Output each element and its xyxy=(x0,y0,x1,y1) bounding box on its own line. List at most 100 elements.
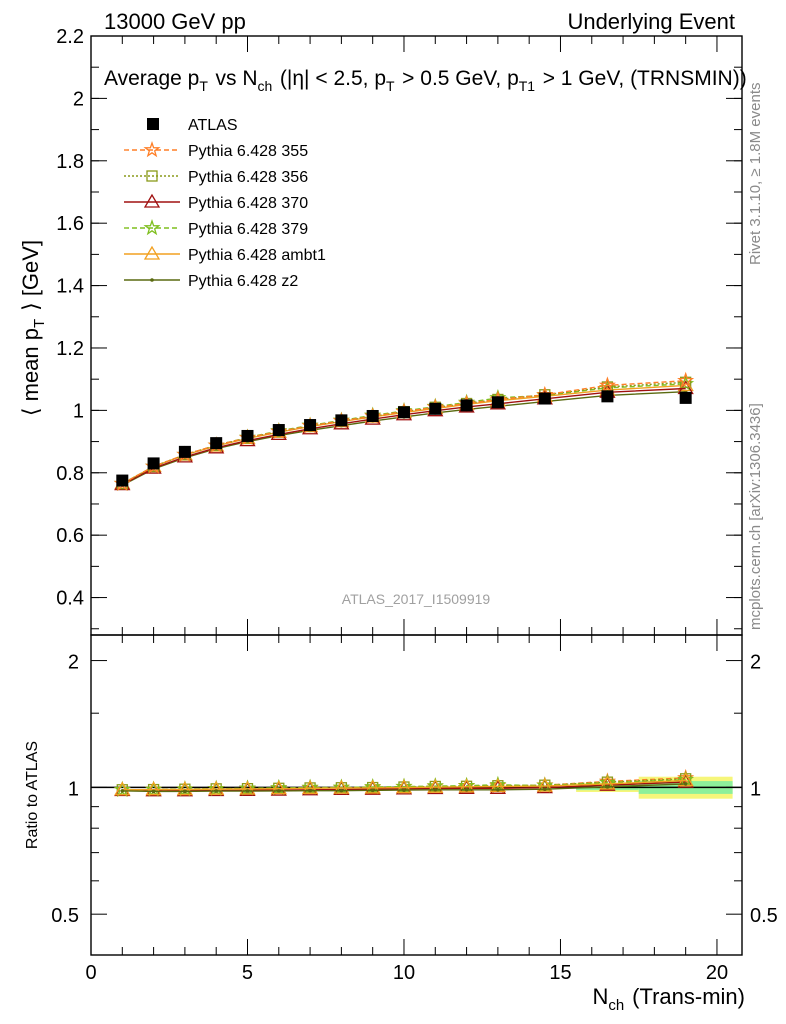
main-atlas-point xyxy=(178,445,191,458)
ratio-pythia-6-428-ambt1-point xyxy=(145,781,162,796)
main-plot-title: Average pT vs Nch (|η| < 2.5, pT > 0.5 G… xyxy=(104,67,747,94)
ratio-y-tick-label: 0.5 xyxy=(51,905,79,927)
legend-pythia-6-428-370-label: Pythia 6.428 370 xyxy=(188,195,308,212)
main-pythia-6-428-370-line xyxy=(121,387,686,486)
main-pythia-6-428-355-point xyxy=(598,376,616,393)
ratio-pythia-6-428-ambt1-point xyxy=(458,778,475,793)
ratio-pythia-6-428-ambt1-point xyxy=(333,779,350,794)
main-pythia-6-428-z2-line xyxy=(121,391,686,486)
main-atlas-point xyxy=(116,474,129,487)
main-y-tick-label: 2 xyxy=(73,88,84,110)
legend-pythia-6-428-370-marker xyxy=(143,193,161,208)
main-atlas-point xyxy=(147,457,160,470)
main-atlas-point xyxy=(335,414,348,427)
legend-pythia-6-428-379-label: Pythia 6.428 379 xyxy=(188,221,308,238)
main-atlas-point xyxy=(679,391,692,404)
ratio-pythia-6-428-ambt1-point xyxy=(536,777,553,792)
ratio-pythia-6-428-z2-point xyxy=(276,789,281,793)
ratio-y-axis-label: Ratio to ATLAS xyxy=(24,741,41,849)
main-atlas-point xyxy=(210,437,223,450)
legend: ATLAS Pythia 6.428 355 Pythia 6.428 356 Pyt… xyxy=(124,117,326,290)
ratio-pythia-6-428-z2-point xyxy=(370,788,375,793)
main-atlas-point xyxy=(366,409,379,422)
main-atlas-point xyxy=(601,390,614,403)
main-y-tick-label: 1.2 xyxy=(56,338,84,360)
legend-pythia-6-428-355-label: Pythia 6.428 355 xyxy=(188,143,308,160)
ratio-y-tick-label: 2 xyxy=(68,652,79,674)
x-tick-label: 5 xyxy=(242,962,253,984)
main-pythia-6-428-355-point xyxy=(677,371,695,389)
main-y-axis-label: ⟨ mean pT ⟩ [GeV] xyxy=(18,240,48,416)
ratio-pythia-6-428-379-line xyxy=(122,779,686,791)
axes-ticks: 0.4 0.6 0.8 1 1.2 1.4 1.6 1.8 2 2.2 0 5 10 15 20 0.5 0.5… xyxy=(51,26,778,984)
x-tick-label: 0 xyxy=(85,962,96,984)
main-y-tick-label: 0.4 xyxy=(56,588,84,610)
legend-pythia-6-428-z2-marker xyxy=(150,278,154,282)
main-atlas-point xyxy=(272,424,285,437)
x-tick-label: 10 xyxy=(393,962,415,984)
ratio-pythia-6-428-ambt1-point xyxy=(239,780,256,795)
ratio-pythia-6-428-z2-line xyxy=(122,783,686,793)
ratio-pythia-6-428-ambt1-point xyxy=(599,775,616,790)
legend-pythia-6-428-355-marker xyxy=(143,140,161,158)
legend-pythia-6-428-356-marker xyxy=(146,170,158,182)
main-atlas-point xyxy=(538,392,551,405)
header-right: Underlying Event xyxy=(567,9,735,34)
main-y-tick-label: 1.6 xyxy=(56,213,84,235)
ratio-pythia-6-428-z2-point xyxy=(245,789,250,793)
ratio-pythia-6-428-ambt1-point xyxy=(114,781,131,796)
legend-atlas-marker xyxy=(147,118,159,130)
main-y-tick-label: 2.2 xyxy=(56,26,84,48)
main-pythia-6-428-ambt1-line xyxy=(121,384,686,485)
legend-atlas-label: ATLAS xyxy=(188,117,238,134)
ratio-pythia-6-428-z2-point xyxy=(402,788,406,792)
ratio-y-tick-label-right: 1 xyxy=(750,778,761,800)
ratio-pythia-6-428-ambt1-line xyxy=(122,779,686,791)
ratio-y-tick-label: 1 xyxy=(68,778,79,800)
ratio-y-tick-label-right: 0.5 xyxy=(750,905,778,927)
ratio-pythia-6-428-ambt1-point xyxy=(176,781,194,796)
analysis-watermark: ATLAS_2017_I1509919 xyxy=(342,591,491,607)
main-pythia-6-428-356-point xyxy=(680,376,692,388)
legend-pythia-6-428-356-label: Pythia 6.428 356 xyxy=(188,169,308,186)
legend-pythia-6-428-ambt1-marker xyxy=(143,245,161,260)
ratio-pythia-6-428-ambt1-point xyxy=(364,779,381,794)
ratio-pythia-6-428-z2-point xyxy=(120,789,125,793)
ratio-pythia-6-428-ambt1-point xyxy=(301,780,319,794)
main-atlas-point xyxy=(304,419,317,432)
main-y-tick-label: 1.4 xyxy=(56,276,84,298)
x-axis-label: Nch (Trans-min) xyxy=(592,984,745,1014)
main-pythia-6-428-379-line xyxy=(121,383,686,485)
ratio-plot-frame xyxy=(90,634,743,956)
main-pythia-6-428-355-line xyxy=(121,380,686,485)
header-left: 13000 GeV pp xyxy=(104,9,246,34)
ratio-pythia-6-428-ambt1-point xyxy=(395,779,413,794)
x-tick-label: 20 xyxy=(706,962,728,984)
main-atlas-point xyxy=(460,399,473,412)
ratio-pythia-6-428-ambt1-point xyxy=(208,780,225,795)
ratio-pythia-6-428-z2-point xyxy=(433,787,438,792)
ratio-pythia-6-428-ambt1-point xyxy=(427,778,444,793)
ratio-pythia-6-428-z2-point xyxy=(464,787,469,792)
legend-pythia-6-428-ambt1-label: Pythia 6.428 ambt1 xyxy=(188,247,326,264)
mcplots-ref-label: mcplots.cern.ch [arXiv:1306.3436] xyxy=(747,403,764,630)
main-y-tick-label: 1.8 xyxy=(56,151,84,173)
ratio-pythia-6-428-z2-point xyxy=(496,787,500,792)
ratio-pythia-6-428-z2-point xyxy=(339,788,344,793)
ratio-pythia-6-428-ambt1-point xyxy=(270,780,287,795)
ratio-pythia-6-428-z2-point xyxy=(543,787,547,792)
main-plot-series xyxy=(113,371,695,492)
x-tick-label: 15 xyxy=(549,962,571,984)
ratio-y-tick-label-right: 2 xyxy=(750,652,761,674)
main-pythia-6-428-356-line xyxy=(121,381,686,485)
main-atlas-point xyxy=(429,402,442,415)
main-atlas-point xyxy=(397,406,410,419)
ratio-pythia-6-428-z2-point xyxy=(683,782,688,786)
main-atlas-point xyxy=(241,429,254,442)
main-y-tick-label: 1 xyxy=(73,400,84,422)
main-atlas-point xyxy=(491,396,504,409)
ratio-pythia-6-428-z2-point xyxy=(308,788,312,793)
main-y-tick-label: 0.8 xyxy=(56,463,84,485)
ratio-plot-series xyxy=(113,768,695,797)
